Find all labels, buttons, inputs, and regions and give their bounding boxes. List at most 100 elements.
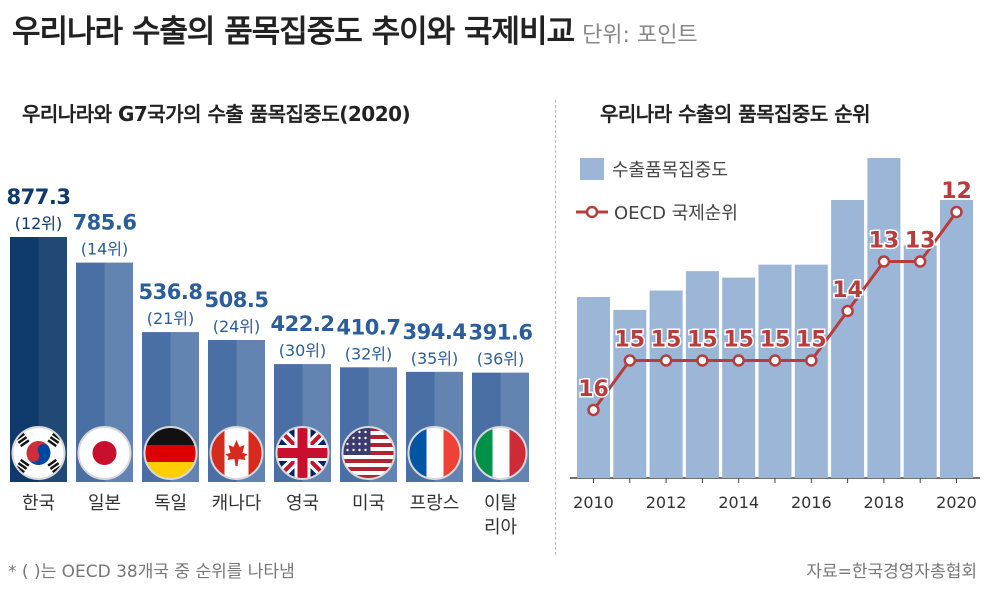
bar-group: 410.7 (32위) 미국 bbox=[337, 315, 401, 514]
star bbox=[352, 448, 355, 452]
star bbox=[364, 430, 367, 434]
trigram-bar bbox=[17, 436, 28, 444]
uk-flag-body bbox=[276, 427, 329, 479]
italy-flag bbox=[473, 426, 528, 480]
uk-flag bbox=[275, 426, 330, 480]
value-label: 394.4 bbox=[403, 320, 467, 344]
rank-data-label: 15 bbox=[760, 328, 791, 353]
rank-marker bbox=[587, 403, 600, 417]
rank-marker bbox=[877, 255, 891, 268]
value-label: 391.6 bbox=[469, 321, 533, 345]
category-label: 미국 bbox=[352, 493, 385, 514]
bar bbox=[758, 264, 792, 478]
rank-label: (12위) bbox=[15, 214, 63, 233]
star bbox=[352, 436, 355, 440]
footnote: * ( )는 OECD 38개국 중 순위를 나타냄 bbox=[8, 562, 295, 582]
usa-flag-body bbox=[342, 427, 395, 479]
flag-ring bbox=[77, 426, 132, 480]
rank-data-label: 16 bbox=[578, 377, 609, 402]
category-label: 캐나다 bbox=[212, 493, 262, 514]
flag-ring bbox=[275, 426, 330, 480]
bar bbox=[685, 271, 719, 478]
source-credit: 자료=한국경영자총협회 bbox=[806, 562, 977, 582]
rank-data-label: 15 bbox=[796, 328, 827, 353]
flag-ring bbox=[341, 426, 396, 480]
trigram-bar bbox=[20, 458, 30, 467]
trigram-bar bbox=[17, 462, 28, 470]
rank-data-label: 13 bbox=[869, 229, 900, 254]
bar-group: 394.4 (35위) 프랑스 bbox=[403, 320, 467, 514]
star bbox=[364, 436, 367, 440]
taeguk-swirl-blue bbox=[37, 444, 50, 456]
flag-ring bbox=[11, 426, 66, 480]
category-label: 한국 bbox=[22, 493, 55, 514]
x-tick-label: 2010 bbox=[573, 493, 614, 512]
star bbox=[346, 448, 349, 452]
left-bar-chart: 877.3 (12위) 한국 785.6 (14위) 일본 536.8 (21위) 독일 508.… bbox=[7, 185, 533, 538]
japan-flag-body bbox=[78, 427, 131, 479]
bar bbox=[613, 309, 647, 478]
star bbox=[364, 448, 367, 452]
rank-marker bbox=[768, 354, 782, 367]
category-label: 일본 bbox=[88, 493, 121, 514]
stripe-white bbox=[492, 427, 510, 479]
bar bbox=[577, 296, 610, 478]
cross-red-v bbox=[297, 427, 308, 479]
category-label: 영국 bbox=[286, 493, 319, 514]
trigram-bar bbox=[49, 436, 60, 444]
france-flag bbox=[407, 426, 462, 480]
category-label: 독일 bbox=[154, 493, 187, 514]
legend: 수출품목집중도 OECD 국제순위 bbox=[576, 158, 738, 224]
x-tick-label: 2014 bbox=[718, 493, 759, 512]
bar-group: 785.6 (14위) 일본 bbox=[73, 211, 137, 514]
korea-flag bbox=[11, 426, 66, 480]
star bbox=[358, 430, 361, 434]
bar bbox=[722, 277, 756, 478]
bar-group: 877.3 (12위) 한국 bbox=[7, 185, 71, 514]
flag-ring bbox=[143, 426, 198, 480]
star bbox=[352, 442, 355, 446]
rank-label: (24위) bbox=[213, 317, 261, 336]
rank-label: (21위) bbox=[147, 309, 195, 328]
stripe-red bbox=[144, 445, 197, 462]
legend-label-bar: 수출품목집중도 bbox=[612, 160, 728, 181]
stripe-white bbox=[426, 427, 444, 479]
trigram-bar bbox=[47, 458, 57, 467]
rank-marker bbox=[659, 354, 673, 367]
germany-flag bbox=[143, 426, 198, 480]
category-label: 프랑스 bbox=[410, 493, 460, 514]
value-label: 877.3 bbox=[7, 185, 71, 209]
category-label: 리아 bbox=[484, 517, 518, 538]
rank-label: (32위) bbox=[345, 344, 393, 363]
rank-label: (36위) bbox=[477, 350, 525, 369]
x-tick-label: 2020 bbox=[936, 493, 977, 512]
taeguk-swirl-red bbox=[27, 450, 40, 462]
flag-ring bbox=[209, 426, 264, 480]
rank-data-label: 12 bbox=[941, 179, 972, 204]
rank-marker bbox=[696, 354, 709, 367]
flag-ring bbox=[407, 426, 462, 480]
star bbox=[358, 436, 361, 440]
stripe-red bbox=[342, 459, 395, 463]
rank-label: (35위) bbox=[411, 349, 459, 368]
trigram-bar bbox=[20, 439, 30, 448]
rank-data-label: 15 bbox=[614, 328, 645, 353]
rank-data-label: 15 bbox=[687, 328, 718, 353]
stripe-red bbox=[342, 475, 395, 479]
rank-marker bbox=[732, 354, 745, 367]
star bbox=[346, 442, 349, 446]
bar-group: 536.8 (21위) 독일 bbox=[139, 280, 203, 514]
flag-ring bbox=[473, 426, 528, 480]
bar bbox=[831, 200, 865, 478]
rank-data-label: 13 bbox=[905, 229, 936, 254]
main-title-text: 우리나라 수출의 품목집중도 추이와 국제비교 bbox=[12, 14, 575, 50]
maple-leaf bbox=[225, 440, 248, 466]
japan-flag bbox=[77, 426, 132, 480]
x-tick-label: 2012 bbox=[646, 493, 687, 512]
page-title: 우리나라 수출의 품목집중도 추이와 국제비교 단위: 포인트 bbox=[12, 6, 698, 51]
left-chart-title: 우리나라와 G7국가의 수출 품목집중도(2020) bbox=[22, 102, 411, 126]
category-label: 이탈 bbox=[484, 493, 517, 514]
stripe-red bbox=[342, 467, 395, 471]
rank-data-label: 15 bbox=[723, 328, 754, 353]
